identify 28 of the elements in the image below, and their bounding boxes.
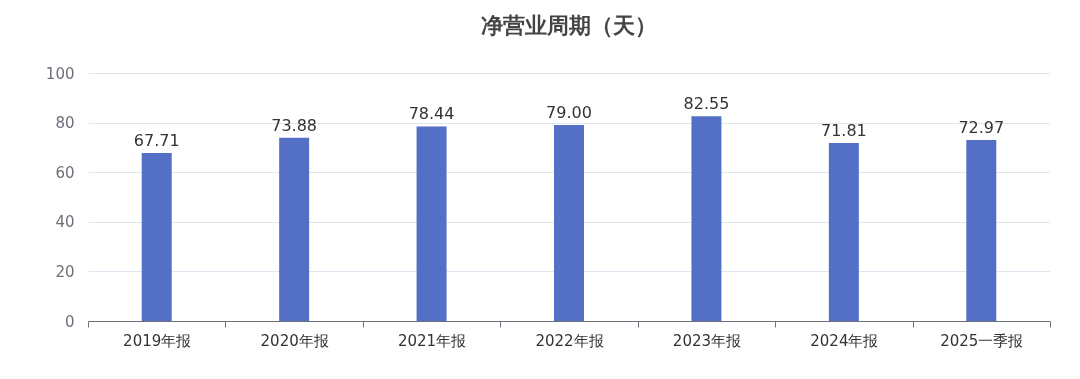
y-tick-label: 100 xyxy=(45,64,75,83)
chart-title: 净营业周期（天） xyxy=(481,13,657,38)
y-tick-label: 60 xyxy=(55,163,75,182)
bar xyxy=(691,116,722,321)
x-tick-label: 2025一季报 xyxy=(940,331,1024,350)
bar xyxy=(141,153,172,321)
y-tick-label: 20 xyxy=(55,262,75,281)
x-tick-label: 2024年报 xyxy=(810,331,879,350)
data-label: 72.97 xyxy=(958,118,1005,138)
y-tick-label: 80 xyxy=(55,114,75,133)
data-label: 82.55 xyxy=(683,94,730,114)
data-label: 78.44 xyxy=(408,104,455,124)
x-tick-label: 2020年报 xyxy=(260,331,329,350)
data-label: 79.00 xyxy=(546,103,592,123)
data-label: 73.88 xyxy=(271,115,318,135)
bar xyxy=(416,126,447,321)
x-tick-label: 2022年报 xyxy=(535,331,604,350)
bar xyxy=(554,125,584,321)
x-tick-label: 2023年报 xyxy=(672,331,742,350)
x-tick-label: 2021年报 xyxy=(397,331,467,350)
data-label: 71.81 xyxy=(820,120,867,140)
data-label: 67.71 xyxy=(133,131,180,151)
y-tick-label: 0 xyxy=(64,312,75,331)
bar xyxy=(828,142,859,321)
bar xyxy=(279,137,310,321)
bar xyxy=(966,140,997,321)
x-tick-label: 2019年报 xyxy=(123,331,192,350)
y-tick-label: 40 xyxy=(55,213,75,232)
